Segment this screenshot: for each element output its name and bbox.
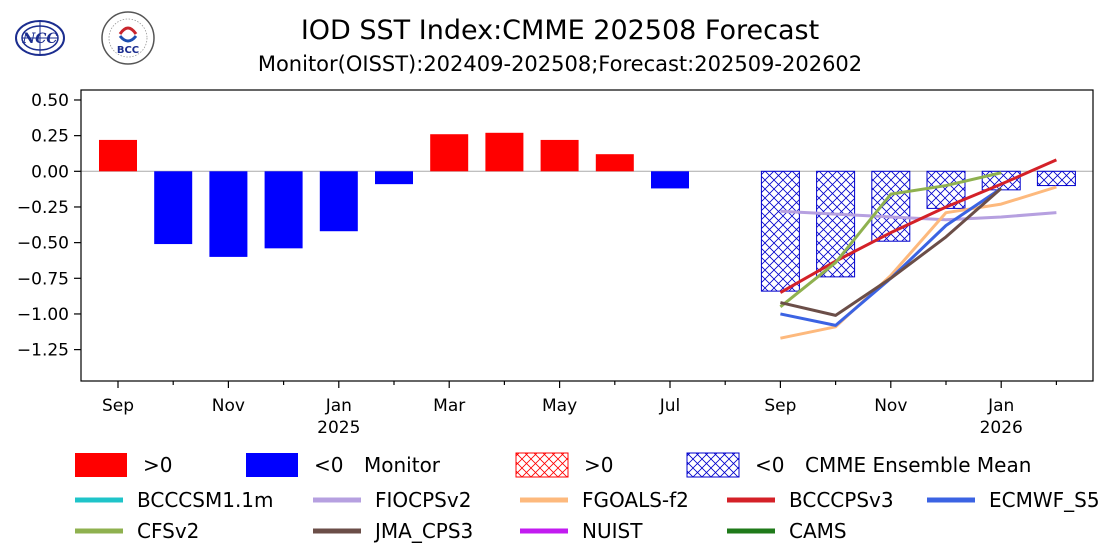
y-tick-label: −1.25	[17, 341, 69, 361]
monitor-bar-2024-09	[99, 139, 137, 172]
x-tick-label: Jan	[987, 396, 1014, 416]
bcc-logo: BCC	[101, 11, 155, 65]
series-line-cfsv2	[779, 171, 1002, 308]
y-tick-label: 0.50	[31, 91, 69, 111]
monitor-bar-2025-02	[375, 171, 413, 185]
monitor-bar-2025-04	[485, 132, 524, 172]
monitor-bar-2025-05	[540, 139, 579, 172]
ensemble-bar-2025-09	[760, 170, 800, 292]
y-tick-label: 0.00	[31, 162, 69, 182]
x-tick-label: Mar	[433, 396, 465, 416]
monitor-bar-2025-06	[595, 154, 634, 172]
monitor-bar-2025-01	[319, 171, 358, 232]
series-line-jma-cps3	[780, 187, 1003, 317]
x-tick-label: Sep	[102, 396, 134, 416]
monitor-bar-2024-10	[154, 171, 193, 245]
series-line-bcccpsv3	[779, 158, 1058, 294]
x-tick-label: Jul	[659, 396, 681, 416]
x-tick-label: Jan	[325, 396, 352, 416]
chart-subtitle: Monitor(OISST):202409-202508;Forecast:20…	[257, 52, 863, 76]
legend-series-label: BCCCPSv3	[789, 488, 894, 512]
legend-swatch-monitor	[75, 453, 127, 477]
y-tick-label: −0.25	[17, 198, 69, 218]
legend-series-label: FIOCPSv2	[375, 488, 471, 512]
y-tick-label: −1.00	[17, 305, 69, 325]
x-tick-year-label: 2025	[317, 418, 360, 438]
ensemble-bar-2025-12	[926, 170, 966, 209]
ensemble-bar-2026-02	[1036, 170, 1076, 187]
legend-group-label: CMME Ensemble Mean	[805, 453, 1031, 477]
legend-label: >0	[584, 453, 613, 477]
legend-swatch-ensemble	[686, 452, 740, 478]
legend-series-label: JMA_CPS3	[373, 519, 473, 543]
x-tick-year-label: 2026	[980, 418, 1023, 438]
y-tick-label: −0.75	[17, 269, 69, 289]
legend-series-label: CAMS	[789, 519, 847, 543]
legend-series-label: CFSv2	[137, 519, 199, 543]
legend-group-label: Monitor	[364, 453, 441, 477]
monitor-bar-2025-07	[651, 171, 689, 189]
legend-series-label: ECMWF_S5	[989, 488, 1100, 512]
legend-series-label: FGOALS-f2	[582, 488, 689, 512]
bcc-logo-text: BCC	[117, 45, 139, 56]
plot-area-frame	[80, 89, 1094, 382]
series-line-fgoals-f2	[780, 185, 1057, 340]
ensemble-bar-2025-10	[816, 170, 856, 278]
monitor-bar-2025-03	[430, 134, 469, 172]
ensemble-bar-2025-11	[871, 170, 911, 242]
ncc-logo: NCC	[15, 20, 65, 56]
legend-swatch-ensemble	[515, 452, 569, 478]
monitor-bar-2024-11	[209, 171, 248, 257]
y-tick-label: −0.50	[17, 234, 69, 254]
chart-title: IOD SST Index:CMME 202508 Forecast	[300, 15, 820, 46]
x-tick-label: Nov	[874, 396, 907, 416]
x-tick-label: May	[542, 396, 577, 416]
x-tick-label: Nov	[212, 396, 245, 416]
monitor-bar-2024-12	[264, 171, 303, 249]
x-tick-label: Sep	[764, 396, 796, 416]
legend-series-label: BCCCSM1.1m	[137, 488, 274, 512]
legend-series-label: NUIST	[582, 519, 643, 543]
legend-label: <0	[314, 453, 343, 477]
legend-swatch-monitor	[246, 453, 298, 477]
legend-label: <0	[755, 453, 784, 477]
y-tick-label: 0.25	[31, 127, 69, 147]
ncc-logo-text: NCC	[21, 31, 57, 47]
legend-label: >0	[143, 453, 172, 477]
